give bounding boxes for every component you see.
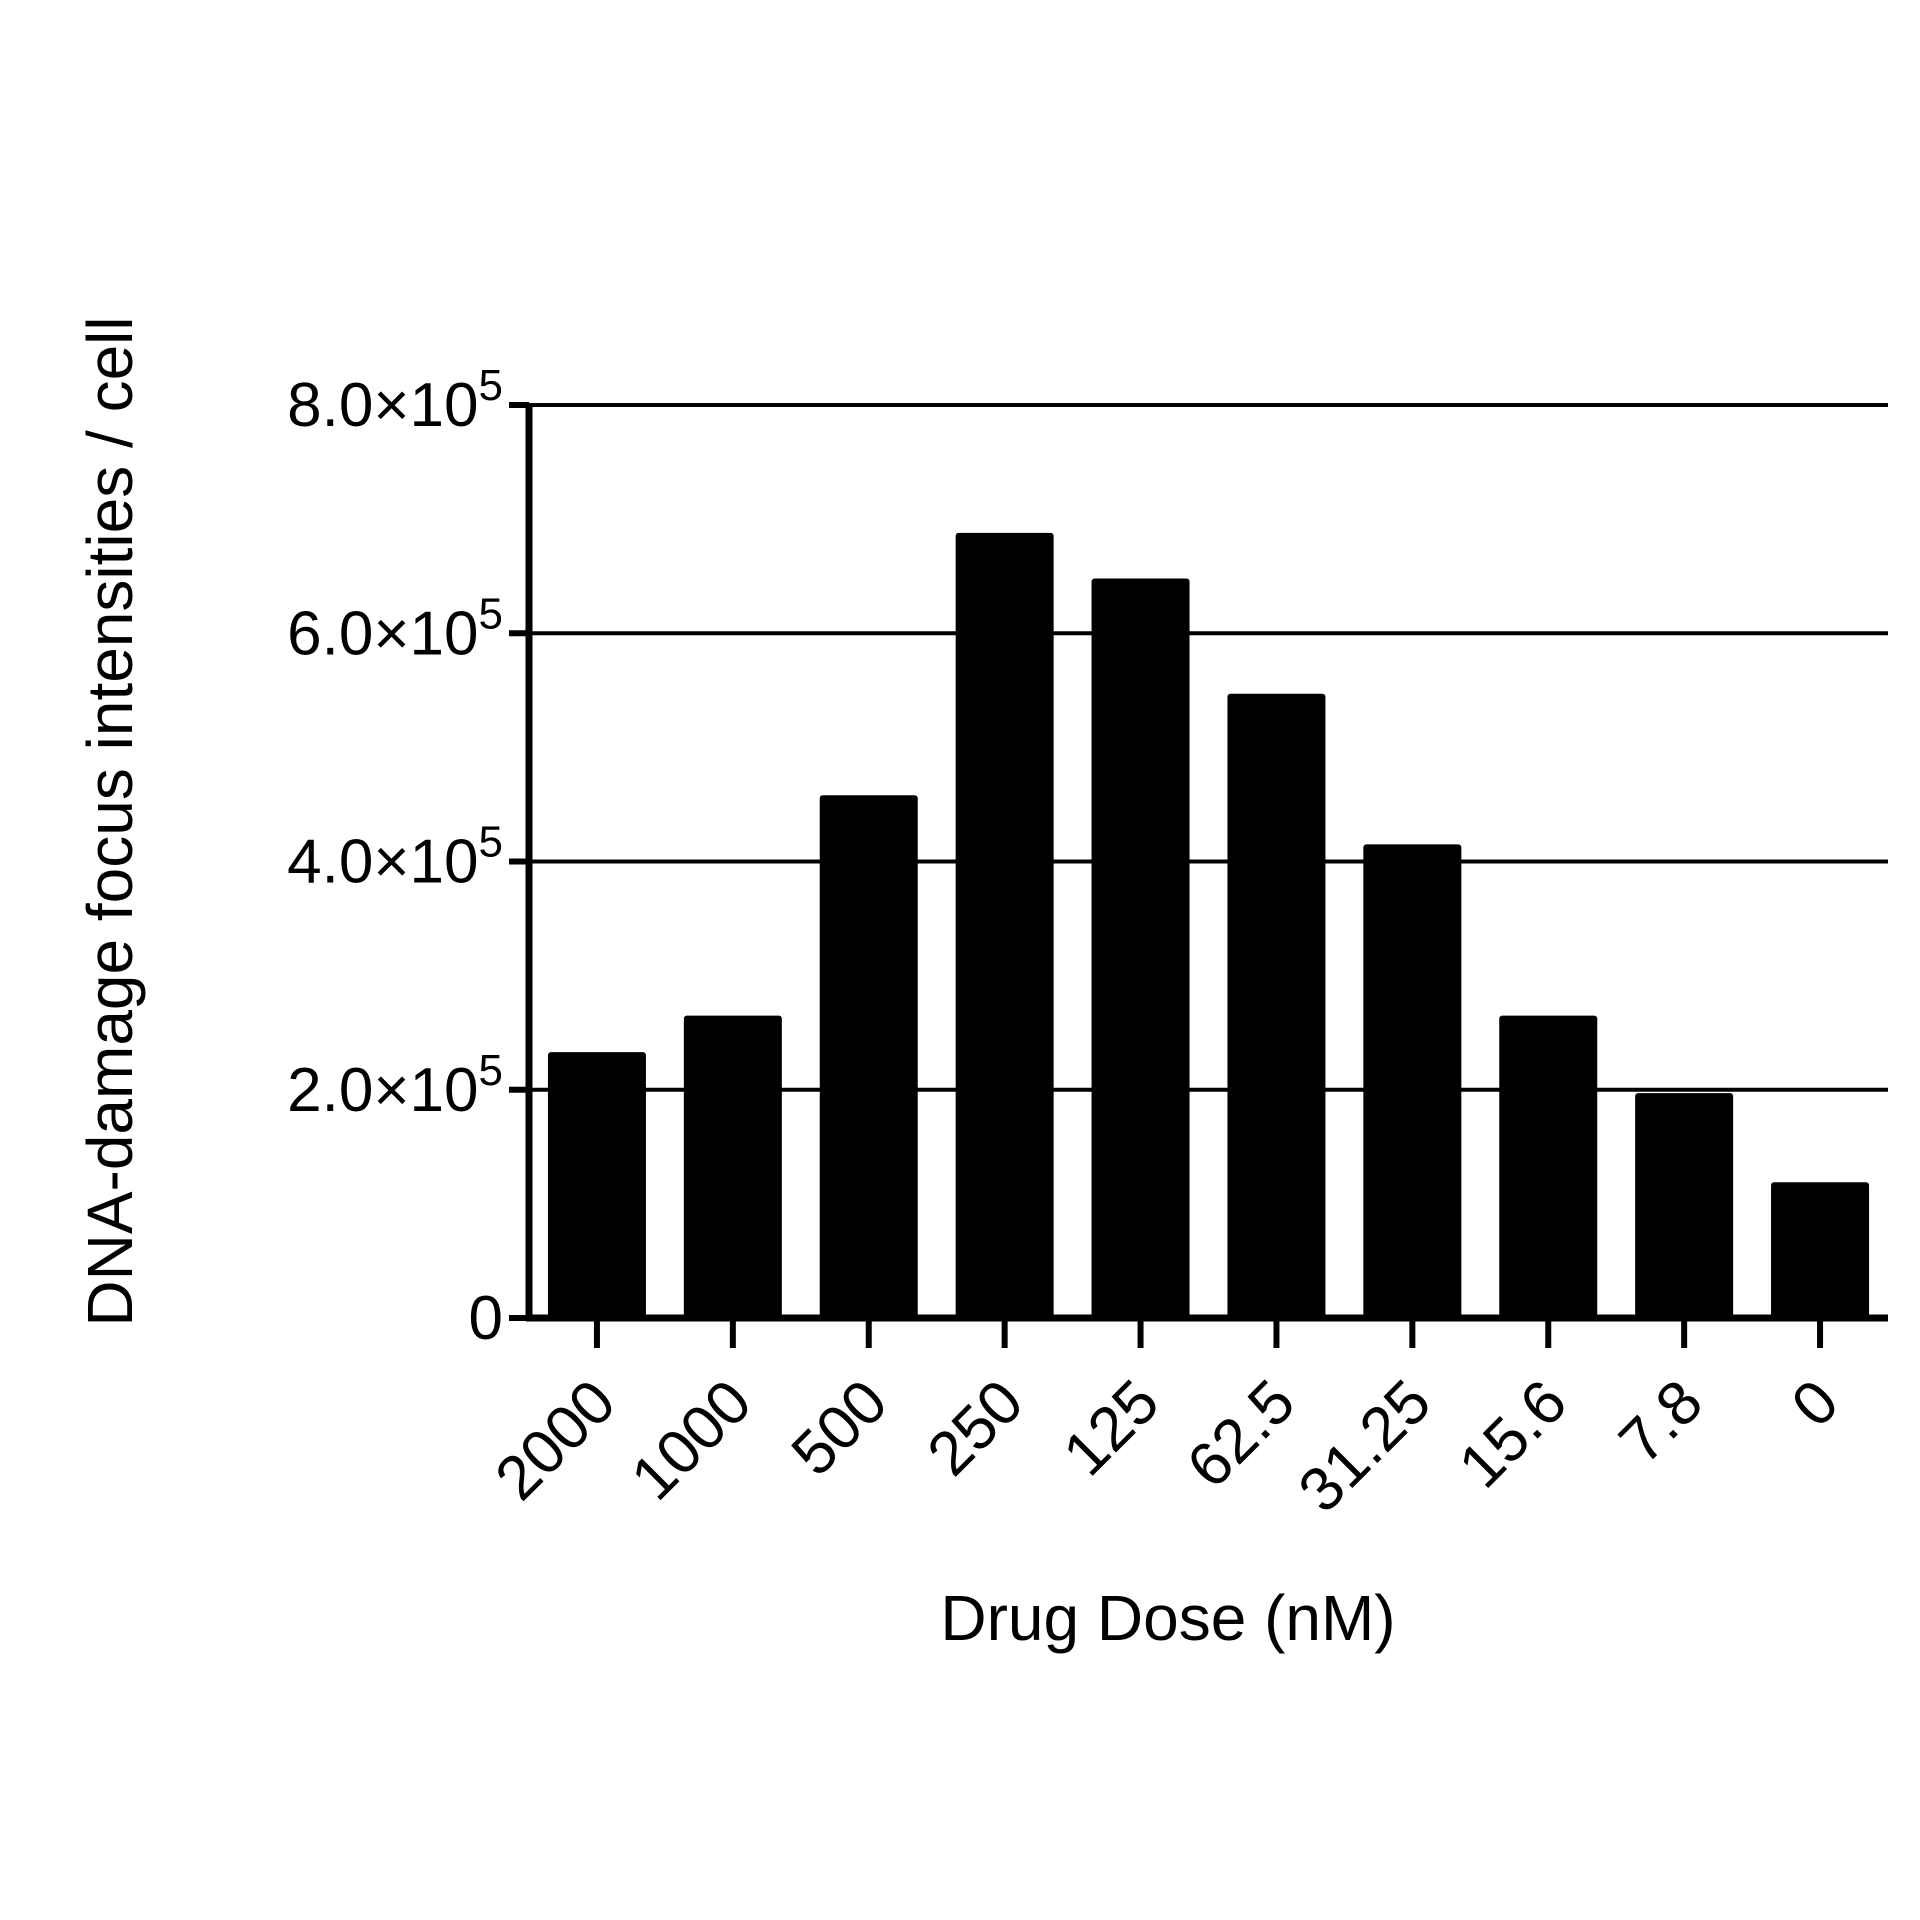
x-tick-label: 250 xyxy=(915,1367,1037,1489)
bar xyxy=(955,532,1054,1318)
y-tick-label: 4.0×105 xyxy=(287,818,503,897)
x-tick-label: 0 xyxy=(1779,1367,1852,1440)
y-tick-label: 8.0×105 xyxy=(287,361,503,440)
x-tick-label: 1000 xyxy=(618,1367,764,1513)
x-tick-label: 125 xyxy=(1051,1367,1173,1489)
gridlines xyxy=(529,403,1888,1092)
bar xyxy=(683,1015,782,1318)
x-tick-label: 15.6 xyxy=(1446,1367,1580,1501)
bar xyxy=(547,1052,646,1318)
bar xyxy=(1771,1182,1870,1318)
y-tick-label: 0 xyxy=(469,1284,503,1353)
bar xyxy=(1635,1093,1734,1318)
y-axis-ticks: 0 2.0×105 4.0×105 6.0×105 8.0×105 xyxy=(287,361,529,1353)
bar xyxy=(1499,1015,1598,1318)
x-tick-label: 2000 xyxy=(483,1367,629,1513)
x-tick-label: 500 xyxy=(779,1367,901,1489)
bar xyxy=(819,795,918,1318)
y-tick-label: 2.0×105 xyxy=(287,1046,503,1125)
bars xyxy=(547,532,1870,1318)
x-axis-title: Drug Dose (nM) xyxy=(940,1582,1395,1654)
y-tick-label: 6.0×105 xyxy=(287,589,503,668)
x-tick-label: 7.8 xyxy=(1606,1367,1716,1477)
y-axis-title: DNA-damage focus intensities / cell xyxy=(74,316,146,1326)
x-tick-label: 62.5 xyxy=(1174,1367,1308,1501)
bar xyxy=(1363,844,1462,1318)
bar xyxy=(1227,693,1326,1318)
x-tick-label: 31.25 xyxy=(1286,1367,1445,1526)
bar xyxy=(1091,578,1190,1318)
